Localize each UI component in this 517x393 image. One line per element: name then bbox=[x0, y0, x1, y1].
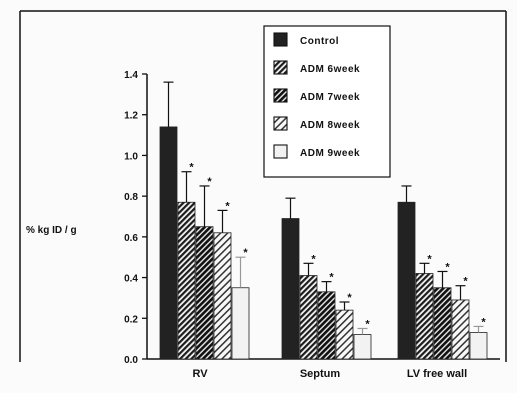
significance-star: * bbox=[311, 253, 316, 265]
significance-star: * bbox=[365, 318, 370, 330]
significance-star: * bbox=[243, 247, 248, 259]
significance-star: * bbox=[481, 316, 486, 328]
bar bbox=[397, 201, 416, 360]
bar bbox=[353, 334, 372, 360]
y-axis-ticks: 0.0 0.2 0.4 0.6 0.8 1.0 1.2 1.4 bbox=[124, 70, 147, 366]
legend-label: Control bbox=[300, 36, 339, 47]
category-label: LV free wall bbox=[407, 368, 467, 380]
bar bbox=[469, 332, 488, 360]
y-tick-label: 1.0 bbox=[124, 151, 138, 162]
bar bbox=[281, 218, 300, 360]
legend-label: ADM 7week bbox=[300, 92, 360, 103]
legend-label: ADM 8week bbox=[300, 120, 360, 131]
y-axis-label: % kg ID / g bbox=[26, 225, 77, 236]
legend-swatch bbox=[273, 60, 288, 75]
legend-label: ADM 9week bbox=[300, 148, 360, 159]
y-tick-label: 0.0 bbox=[124, 355, 138, 366]
bar bbox=[451, 299, 470, 360]
bar bbox=[317, 291, 336, 360]
category-label: RV bbox=[192, 368, 208, 380]
y-tick-label: 1.2 bbox=[124, 111, 138, 122]
bar bbox=[433, 287, 452, 360]
significance-star: * bbox=[207, 176, 212, 188]
y-tick-label: 0.6 bbox=[124, 233, 138, 244]
bar bbox=[299, 275, 318, 360]
significance-star: * bbox=[445, 261, 450, 273]
category-label: Septum bbox=[300, 368, 341, 380]
category-labels: RV Septum LV free wall bbox=[192, 368, 467, 380]
bar bbox=[213, 232, 232, 360]
bar bbox=[195, 226, 214, 360]
bar bbox=[415, 273, 434, 360]
significance-star: * bbox=[427, 253, 432, 265]
bar bbox=[159, 126, 178, 360]
y-tick-label: 0.4 bbox=[124, 274, 138, 285]
y-tick-label: 0.8 bbox=[124, 192, 138, 203]
bar bbox=[335, 309, 354, 360]
legend-label: ADM 6week bbox=[300, 64, 360, 75]
significance-star: * bbox=[463, 276, 468, 288]
legend-swatch bbox=[273, 88, 288, 103]
significance-star: * bbox=[347, 292, 352, 304]
legend-swatch bbox=[273, 116, 288, 131]
bar bbox=[231, 287, 250, 360]
bar bbox=[177, 201, 196, 360]
legend: Control ADM 6week ADM 7week ADM 8week ADM 9w… bbox=[263, 25, 391, 178]
bars-group: * * * * * * * * * * * * bbox=[159, 81, 488, 360]
y-tick-label: 0.2 bbox=[124, 314, 138, 325]
legend-swatch bbox=[273, 144, 288, 159]
y-tick-label: 1.4 bbox=[124, 70, 138, 81]
legend-swatch bbox=[273, 32, 288, 47]
significance-star: * bbox=[225, 200, 230, 212]
significance-star: * bbox=[329, 272, 334, 284]
significance-star: * bbox=[189, 162, 194, 174]
